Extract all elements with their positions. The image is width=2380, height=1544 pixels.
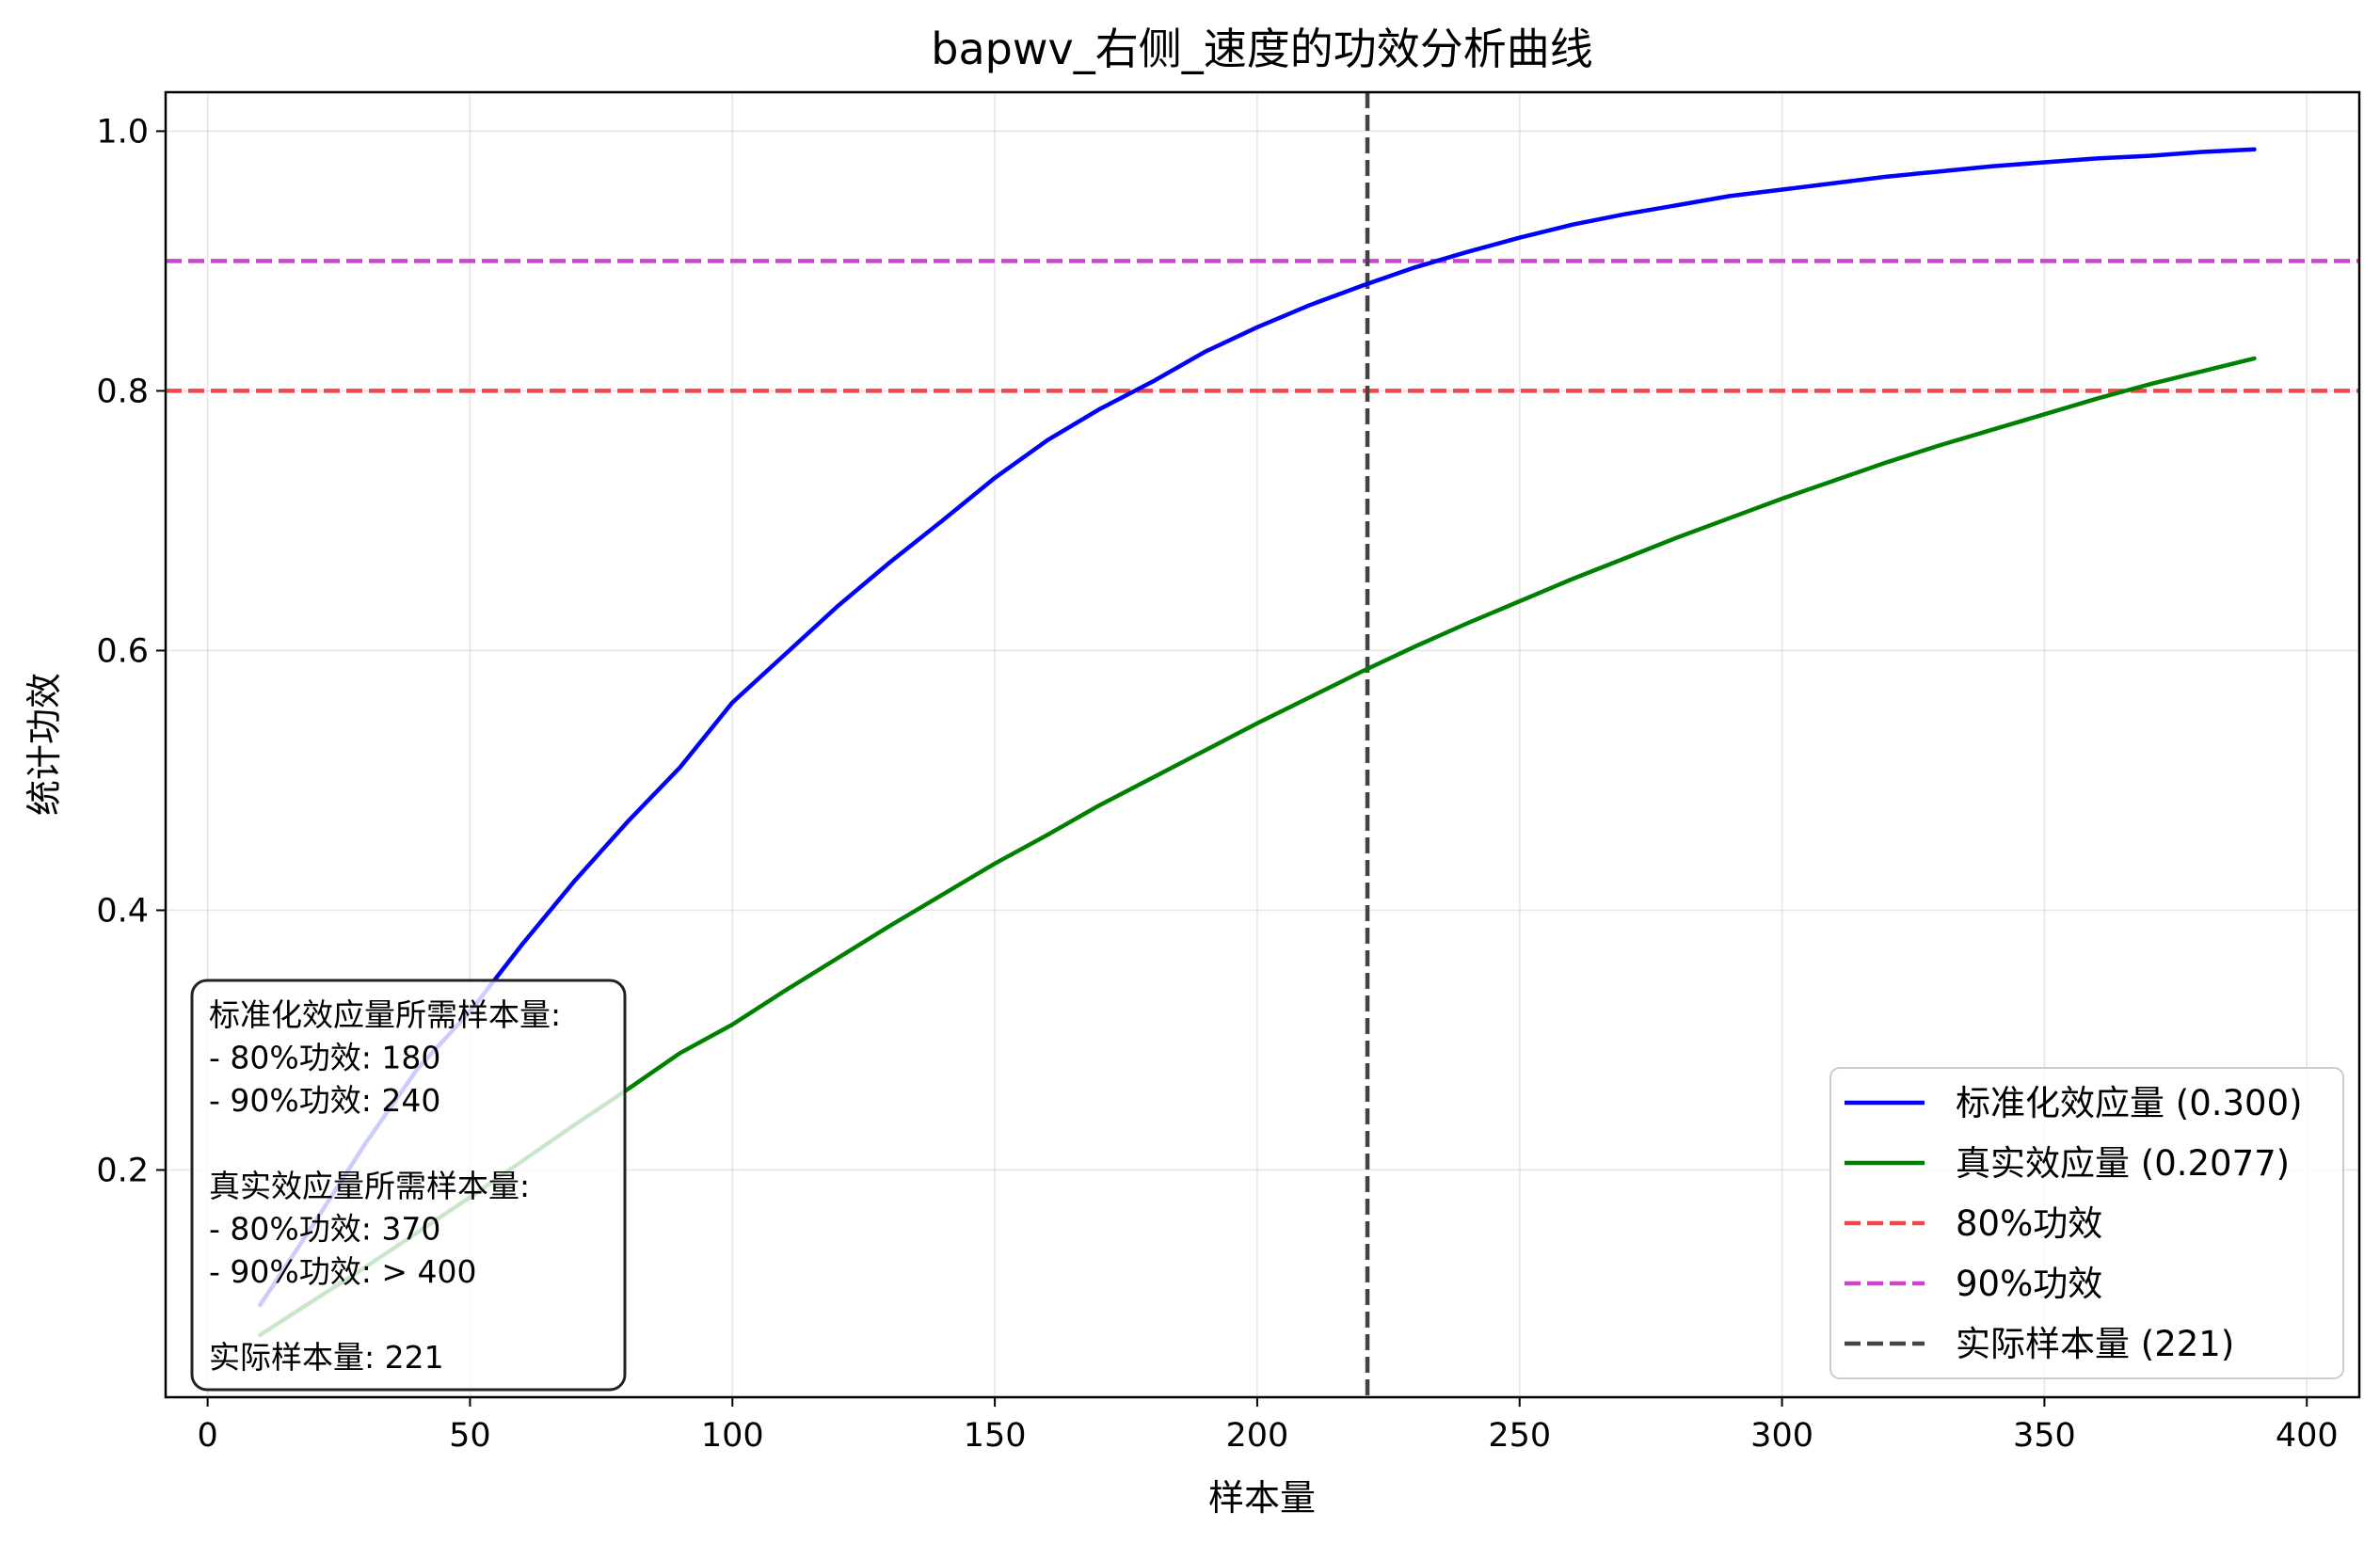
- legend: 标准化效应量 (0.300) 真实效应量 (0.2077) 80%功效 90%功效实际…: [1829, 1067, 2344, 1379]
- annotation-line: - 80%功效: 370: [209, 1211, 440, 1248]
- annotation-line: - 90%功效: > 400: [209, 1253, 476, 1290]
- x-tick-label: 150: [964, 1417, 1027, 1455]
- x-axis-ticks: 0 50 100 150 200 250 300 350 400: [197, 1397, 2339, 1455]
- annotation-line: 标准化效应量所需样本量:: [209, 996, 561, 1033]
- legend-label: 真实效应量 (0.2077): [1956, 1143, 2290, 1184]
- y-axis-ticks: 0.2 0.4 0.6 0.8 1.0: [96, 113, 166, 1189]
- legend-label: 90%功效: [1956, 1264, 2102, 1304]
- series-line-0: [258, 147, 2257, 1308]
- x-tick-label: 250: [1488, 1417, 1551, 1455]
- plot-frame: [164, 90, 2361, 1399]
- annotation-box: 标准化效应量所需样本量: - 80%功效: 180 - 90%功效: 240 真实…: [190, 979, 627, 1392]
- annotation-box-frame: [190, 979, 627, 1392]
- y-axis-label: 统计功效: [24, 673, 65, 816]
- x-tick-label: 400: [2276, 1417, 2339, 1455]
- chart-title: bapwv_右侧_速度的功效分析曲线: [931, 24, 1592, 74]
- y-tick-label: 0.8: [96, 373, 149, 410]
- annotation-line: - 80%功效: 180: [209, 1040, 440, 1076]
- reference-lines: [166, 92, 2359, 1397]
- x-tick-label: 200: [1226, 1417, 1289, 1455]
- annotation-line: 真实效应量所需样本量:: [209, 1168, 530, 1204]
- y-tick-label: 0.4: [96, 892, 149, 930]
- x-tick-label: 50: [449, 1417, 491, 1455]
- x-tick-label: 300: [1750, 1417, 1813, 1455]
- legend-frame: [1829, 1067, 2344, 1379]
- legend-label: 实际样本量 (221): [1956, 1324, 2234, 1364]
- y-tick-label: 0.2: [96, 1152, 149, 1189]
- x-tick-label: 0: [197, 1417, 217, 1455]
- x-axis-label: 样本量: [1208, 1477, 1316, 1519]
- legend-label: 标准化效应量 (0.300): [1956, 1083, 2303, 1123]
- annotation-line: - 90%功效: 240: [209, 1082, 440, 1119]
- legend-label: 80%功效: [1956, 1203, 2102, 1244]
- y-tick-label: 0.6: [96, 632, 149, 670]
- x-tick-label: 350: [2013, 1417, 2076, 1455]
- annotation-line: 实际样本量: 221: [209, 1339, 444, 1376]
- y-tick-label: 1.0: [96, 113, 149, 151]
- x-tick-label: 100: [701, 1417, 764, 1455]
